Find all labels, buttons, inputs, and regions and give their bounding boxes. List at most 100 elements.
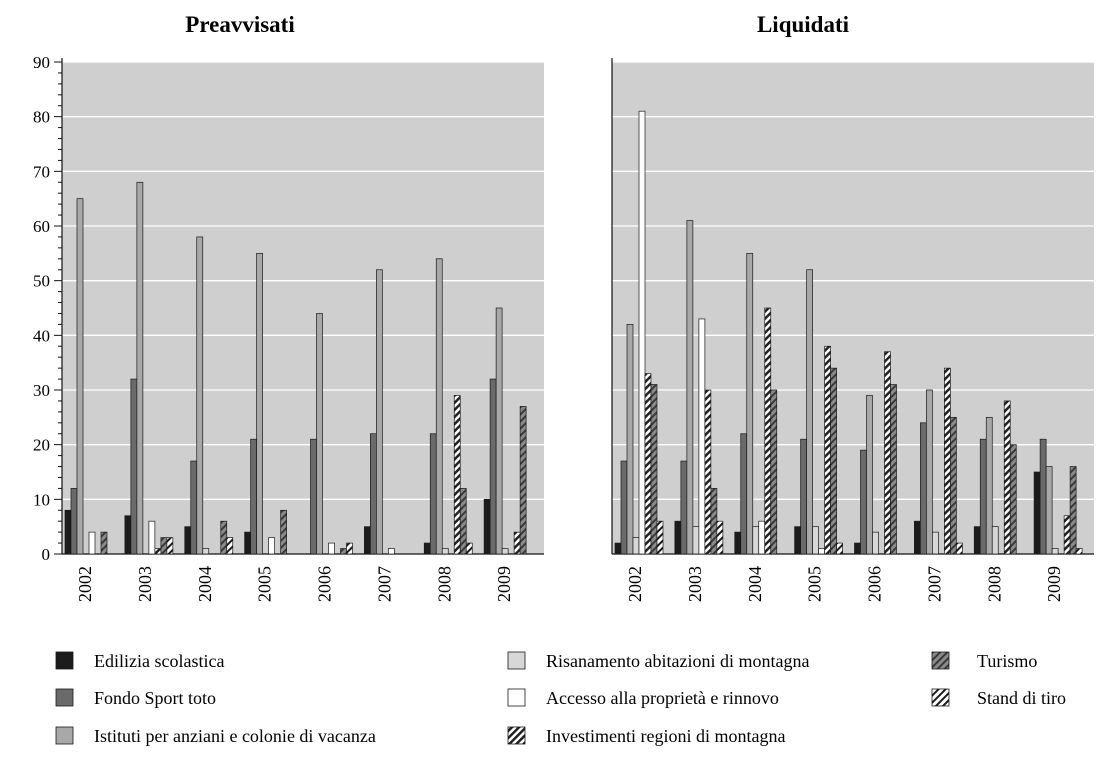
bar-8 <box>656 520 664 555</box>
bar-3 <box>926 389 933 555</box>
bar-7 <box>160 537 168 555</box>
bar-4 <box>752 526 760 555</box>
bar-3 <box>76 198 84 555</box>
bar-7 <box>220 520 228 555</box>
bar-7 <box>890 384 897 555</box>
bar-3 <box>1045 466 1053 555</box>
x-tick-label: 2007 <box>924 566 944 602</box>
bar-6 <box>453 395 461 555</box>
bar-4 <box>501 548 509 555</box>
y-tick-label: 40 <box>33 326 50 345</box>
bar-1 <box>423 542 431 555</box>
bar-2 <box>489 378 497 555</box>
bar-1 <box>184 526 192 555</box>
chart-panel-liquidati: Liquidati 2002 2003 2004 2005 2006 2007 2008 200… <box>611 12 1094 602</box>
y-tick-label: 20 <box>33 436 50 455</box>
bar-4 <box>932 531 939 555</box>
bar-1 <box>854 542 861 555</box>
bar-4 <box>632 537 640 555</box>
bar-6 <box>824 345 831 555</box>
legend-swatch <box>931 651 950 670</box>
bar-6 <box>944 367 951 555</box>
bar-3 <box>866 395 873 555</box>
bar-5 <box>328 542 335 555</box>
bar-2 <box>190 460 198 555</box>
bar-6 <box>704 389 712 555</box>
x-tick-label: 2007 <box>374 566 394 602</box>
legend-label: Fondo Sport toto <box>94 688 216 708</box>
bar-7 <box>280 509 287 555</box>
bar-5 <box>88 531 96 555</box>
bar-3 <box>806 269 813 555</box>
bar-3 <box>316 313 323 555</box>
bar-8 <box>716 520 724 555</box>
x-tick-label: 2002 <box>625 566 645 602</box>
bar-1 <box>124 515 132 555</box>
bar-2 <box>130 378 138 555</box>
chart-title: Liquidati <box>757 12 850 37</box>
bar-7 <box>100 531 108 555</box>
bar-4 <box>441 548 449 555</box>
x-tick-label: 2003 <box>135 566 155 602</box>
bar-3 <box>746 252 754 555</box>
bar-1 <box>364 526 371 555</box>
legend-swatch <box>55 688 74 707</box>
bar-7 <box>1009 444 1017 555</box>
bar-5 <box>758 520 766 555</box>
bar-7 <box>950 416 957 555</box>
legend-swatch <box>55 651 74 670</box>
legend-swatch <box>55 726 74 745</box>
bar-2 <box>740 433 748 555</box>
legend-swatch <box>507 688 526 707</box>
x-tick-label: 2008 <box>984 566 1004 602</box>
bar-5 <box>818 548 825 555</box>
bar-6 <box>644 373 652 555</box>
legend-label: Edilizia scolastica <box>94 651 224 671</box>
bar-3 <box>256 252 263 555</box>
bar-6 <box>513 531 521 555</box>
bar-8 <box>166 537 174 555</box>
bar-8 <box>346 542 353 555</box>
bar-4 <box>202 548 210 555</box>
x-tick-label: 2005 <box>255 566 275 602</box>
bar-2 <box>429 433 437 555</box>
bar-2 <box>620 460 628 555</box>
bar-4 <box>812 526 819 555</box>
bar-2 <box>680 460 688 555</box>
bar-1 <box>914 520 921 555</box>
legend-label: Accesso alla proprietà e rinnovo <box>546 688 779 708</box>
legend-swatch <box>931 688 950 707</box>
bar-1 <box>1033 471 1041 555</box>
bar-7 <box>770 389 778 555</box>
bar-3 <box>435 258 443 555</box>
legend-label: Istituti per anziani e colonie di vacanz… <box>94 726 376 746</box>
bar-6 <box>154 548 162 555</box>
bar-3 <box>985 416 993 555</box>
bar-2 <box>800 438 807 555</box>
bar-3 <box>376 269 383 555</box>
bar-1 <box>64 509 72 555</box>
bar-7 <box>1069 466 1077 555</box>
legend-label: Turismo <box>977 651 1037 671</box>
chart-panel-preavvisati: Preavvisati 0 10 20 30 40 50 60 70 80 90 2002 2003 20… <box>33 12 544 602</box>
y-tick-label: 10 <box>33 490 50 509</box>
bar-7 <box>340 548 347 555</box>
bar-5 <box>638 110 646 555</box>
x-tick-label: 2006 <box>865 566 885 602</box>
x-tick-label: 2004 <box>195 566 215 602</box>
bar-2 <box>860 449 867 555</box>
legend-swatch <box>507 651 526 670</box>
legend-label: Risanamento abitazioni di montagna <box>546 651 809 671</box>
bar-3 <box>136 181 144 555</box>
x-tick-label: 2009 <box>1044 566 1064 602</box>
x-tick-label: 2006 <box>315 566 335 602</box>
bar-2 <box>979 438 987 555</box>
legend-label: Investimenti regioni di montagna <box>546 726 785 746</box>
bar-4 <box>692 526 700 555</box>
bar-1 <box>614 542 622 555</box>
y-tick-label: 80 <box>33 108 50 127</box>
bar-5 <box>148 520 156 555</box>
bar-2 <box>70 488 78 555</box>
bar-1 <box>483 498 491 555</box>
